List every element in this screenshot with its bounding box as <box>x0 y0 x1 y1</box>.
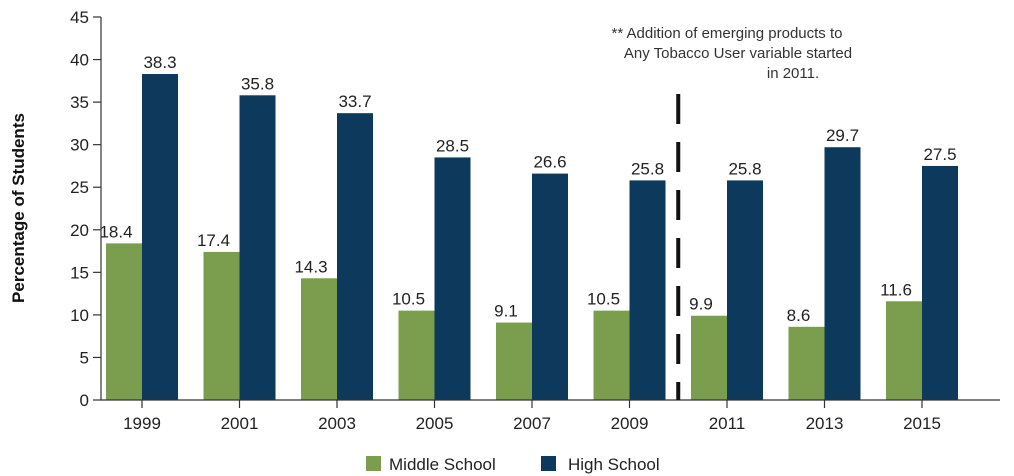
x-tick-label-2013: 2013 <box>806 414 844 433</box>
x-tick-label-2001: 2001 <box>221 414 259 433</box>
y-tick-label: 5 <box>80 348 89 367</box>
annotation-line-1: ** Addition of emerging products to <box>612 25 843 42</box>
legend-swatch-middle-school <box>366 456 381 471</box>
data-label-high-school-2011: 25.8 <box>728 159 761 178</box>
legend-swatch-high-school <box>541 456 556 471</box>
x-tick-label-2005: 2005 <box>416 414 454 433</box>
data-label-high-school-2003: 33.7 <box>338 92 371 111</box>
data-label-middle-school-2001: 17.4 <box>197 231 230 250</box>
bar-high-school-2011 <box>727 180 763 400</box>
data-label-high-school-2015: 27.5 <box>923 145 956 164</box>
annotation-line-2: Any Tobacco User variable started <box>624 45 852 62</box>
x-tick-label-2003: 2003 <box>318 414 356 433</box>
y-tick-label: 10 <box>70 306 89 325</box>
x-tick-label-1999: 1999 <box>123 414 161 433</box>
data-label-middle-school-2007: 9.1 <box>494 302 518 321</box>
bar-middle-school-2013 <box>788 326 825 400</box>
data-label-high-school-1999: 38.3 <box>143 53 176 72</box>
y-tick-label: 25 <box>70 178 89 197</box>
data-label-middle-school-2009: 10.5 <box>587 290 620 309</box>
y-tick-label: 20 <box>70 221 89 240</box>
data-label-high-school-2005: 28.5 <box>436 136 469 155</box>
annotation-note: ** Addition of emerging products to Any … <box>612 25 853 82</box>
bar-middle-school-2009 <box>593 310 630 400</box>
bar-high-school-2003 <box>337 113 373 401</box>
y-tick-label: 0 <box>80 391 89 410</box>
y-tick-label: 15 <box>70 263 89 282</box>
legend: Middle School High School <box>366 455 660 474</box>
x-tick-label-2015: 2015 <box>903 414 941 433</box>
data-label-middle-school-2013: 8.6 <box>787 306 811 325</box>
data-label-middle-school-2005: 10.5 <box>392 290 425 309</box>
x-axis-ticks: 1999 2001 2003 2005 2007 2009 2011 2013 2015 <box>123 400 941 433</box>
bars-group <box>106 74 958 401</box>
bar-high-school-1999 <box>142 74 178 400</box>
bar-high-school-2001 <box>239 95 276 401</box>
bar-high-school-2013 <box>824 147 861 400</box>
bar-middle-school-2007 <box>496 322 532 400</box>
data-label-high-school-2009: 25.8 <box>631 159 664 178</box>
bar-middle-school-2011 <box>691 315 727 400</box>
bar-middle-school-2015 <box>886 301 922 400</box>
data-label-middle-school-2011: 9.9 <box>689 295 713 314</box>
bar-high-school-2005 <box>434 157 471 400</box>
x-tick-label-2009: 2009 <box>611 414 649 433</box>
data-label-high-school-2001: 35.8 <box>241 74 274 93</box>
data-label-middle-school-2015: 11.6 <box>880 280 912 299</box>
x-tick-label-2011: 2011 <box>709 414 746 433</box>
data-label-middle-school-1999: 18.4 <box>99 222 132 241</box>
x-tick-label-2007: 2007 <box>513 414 551 433</box>
data-label-middle-school-2003: 14.3 <box>294 257 327 276</box>
legend-label-middle-school: Middle School <box>389 455 496 474</box>
y-tick-label: 35 <box>70 93 89 112</box>
y-tick-label: 30 <box>70 136 89 155</box>
annotation-line-3: in 2011. <box>767 65 819 82</box>
y-tick-label: 45 <box>70 8 89 27</box>
data-labels-group: 18.4 38.3 17.4 35.8 14.3 33.7 10.5 28.5 9.1 26.6 1… <box>99 53 956 325</box>
bar-middle-school-2005 <box>398 310 435 400</box>
y-axis-ticks: 0 5 10 15 20 25 30 35 40 45 <box>70 8 101 410</box>
data-label-high-school-2007: 26.6 <box>533 153 566 172</box>
bar-middle-school-2001 <box>203 251 240 400</box>
y-axis-label: Percentage of Students <box>9 113 28 303</box>
legend-label-high-school: High School <box>568 455 660 474</box>
y-tick-label: 40 <box>70 51 89 70</box>
data-label-high-school-2013: 29.7 <box>826 126 859 145</box>
bar-high-school-2007 <box>532 173 568 400</box>
bar-high-school-2015 <box>922 165 958 400</box>
bar-middle-school-1999 <box>106 243 142 400</box>
bar-high-school-2009 <box>629 180 666 400</box>
bar-middle-school-2003 <box>301 278 337 400</box>
